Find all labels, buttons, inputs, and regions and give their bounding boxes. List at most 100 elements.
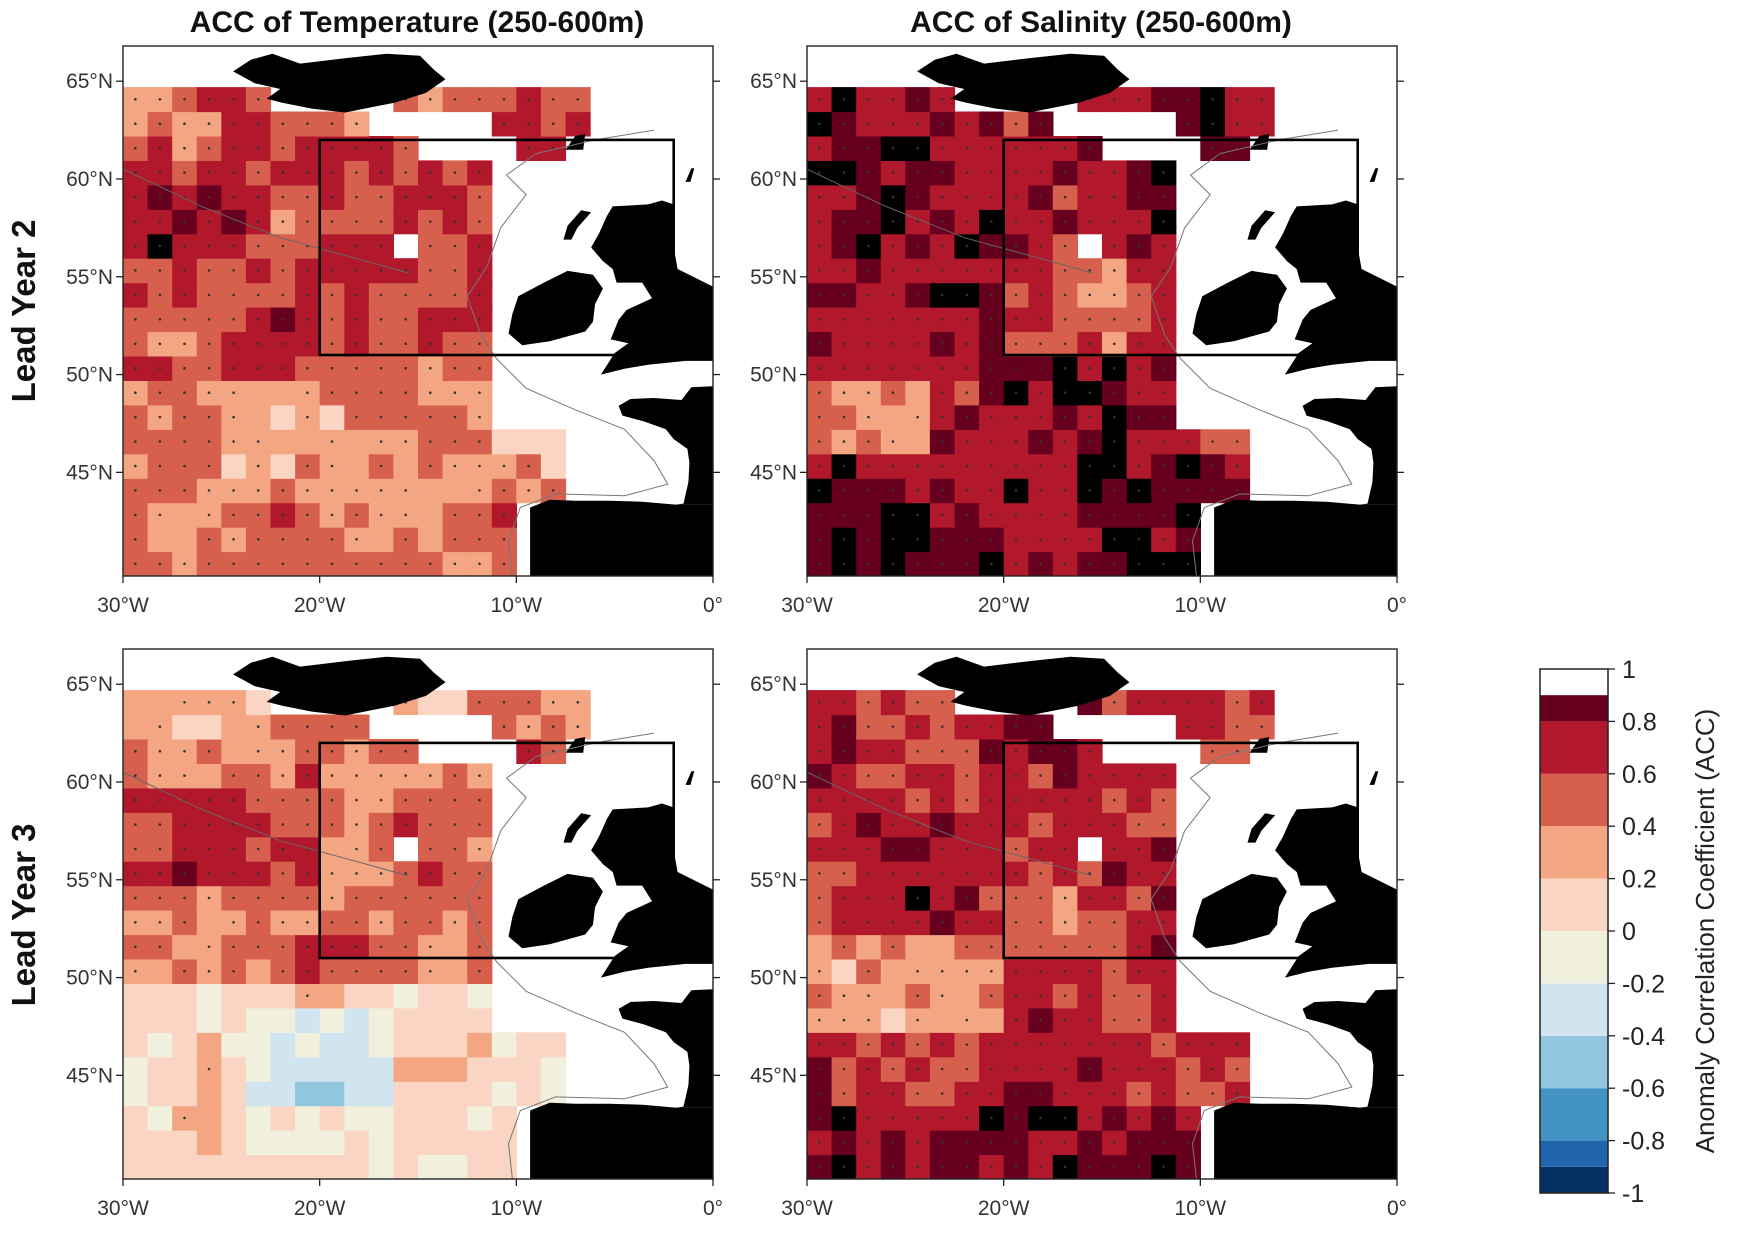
significance-dot (818, 1067, 821, 1071)
significance-dot (429, 562, 432, 566)
significance-dot (453, 538, 457, 541)
significance-dot (256, 366, 260, 370)
significance-dot (1186, 1165, 1190, 1169)
significance-dot (940, 701, 944, 704)
significance-dot (232, 896, 235, 900)
significance-dot (867, 269, 870, 272)
significance-dot (281, 342, 285, 346)
significance-dot (306, 146, 309, 150)
significance-dot (818, 391, 821, 395)
acc-cell (147, 1007, 173, 1033)
lat-tick-label: 55°N (750, 869, 797, 892)
significance-dot (306, 122, 309, 125)
significance-dot (1014, 823, 1018, 826)
significance-dot (867, 847, 870, 851)
colorbar-tick-label: 0.6 (1622, 761, 1657, 789)
lon-tick-label: 20°W (978, 1197, 1030, 1220)
acc-cell (831, 959, 857, 984)
significance-dot (965, 921, 969, 924)
significance-dot (1014, 342, 1018, 346)
significance-dot (842, 749, 846, 753)
significance-dot (1014, 945, 1018, 949)
acc-cell (880, 1007, 906, 1033)
significance-dot (330, 798, 334, 802)
significance-dot (965, 847, 969, 851)
significance-dot (1211, 489, 1214, 492)
significance-dot (1014, 415, 1018, 419)
significance-dot (330, 269, 334, 272)
significance-dot (281, 798, 285, 802)
significance-dot (183, 391, 186, 395)
ridge-contour (807, 771, 1093, 877)
significance-dot (1113, 538, 1116, 541)
significance-dot (183, 701, 186, 704)
significance-dot (379, 244, 383, 248)
significance-dot (1088, 798, 1091, 802)
significance-dot (891, 464, 895, 468)
land-iceland (233, 53, 446, 113)
significance-dot (1235, 464, 1239, 468)
lat-tick-label: 45°N (66, 1064, 113, 1087)
significance-dot (990, 220, 993, 223)
significance-dot (478, 220, 481, 223)
significance-dot (134, 293, 137, 297)
land-spain (1214, 499, 1397, 576)
acc-cell (196, 983, 222, 1009)
significance-dot (916, 774, 919, 777)
significance-dot (940, 847, 944, 851)
significance-dot (916, 293, 919, 297)
significance-dot (1137, 823, 1141, 826)
acc-cell (418, 1007, 444, 1033)
significance-dot (1211, 464, 1214, 468)
significance-dot (355, 391, 358, 395)
acc-cell (295, 429, 321, 455)
acc-cell (221, 983, 247, 1009)
significance-dot (379, 872, 383, 875)
significance-dot (306, 391, 309, 395)
significance-dot (134, 122, 137, 125)
significance-dot (1088, 440, 1091, 443)
significance-dot (1039, 1092, 1042, 1095)
colorbar-tick-label: -0.2 (1622, 970, 1665, 998)
significance-dot (1260, 701, 1264, 704)
significance-dot (990, 440, 993, 443)
panel-temperature-lead-year-2: 65°N 60°N 55°N 50°N 45°N 30°W 20°W 10°W 0° (66, 45, 723, 617)
significance-dot (404, 440, 408, 443)
land-ireland (508, 873, 603, 949)
significance-dot (867, 994, 870, 997)
acc-cell (270, 1056, 296, 1082)
significance-dot (965, 146, 969, 150)
significance-dot (965, 896, 969, 900)
significance-dot (207, 701, 211, 704)
significance-dot (1137, 774, 1141, 777)
significance-dot (207, 195, 211, 199)
significance-dot (256, 847, 260, 851)
significance-dot (429, 195, 432, 199)
significance-dot (1162, 823, 1165, 826)
significance-dot (940, 1165, 944, 1169)
significance-dot (1211, 98, 1214, 101)
lon-tick-label: 10°W (491, 594, 543, 617)
significance-dot (1088, 823, 1091, 826)
significance-dot (916, 1141, 919, 1144)
significance-dot (1063, 342, 1067, 346)
acc-cell (245, 690, 272, 716)
acc-cell (491, 1105, 517, 1131)
significance-dot (940, 896, 944, 900)
significance-dot (990, 1116, 993, 1120)
significance-dot (232, 562, 235, 566)
acc-cell (295, 1154, 321, 1179)
significance-dot (940, 969, 944, 973)
significance-dot (891, 1116, 895, 1120)
lat-tick-label: 50°N (66, 364, 113, 387)
land-ireland (508, 270, 603, 346)
significance-dot (842, 1018, 846, 1022)
significance-dot (576, 725, 580, 728)
land-mask (917, 656, 1397, 1179)
significance-dot (306, 749, 309, 753)
acc-cell (368, 983, 394, 1009)
significance-dot (940, 749, 944, 753)
significance-dot (379, 921, 383, 924)
significance-dot (232, 872, 235, 875)
significance-dot (940, 146, 944, 150)
